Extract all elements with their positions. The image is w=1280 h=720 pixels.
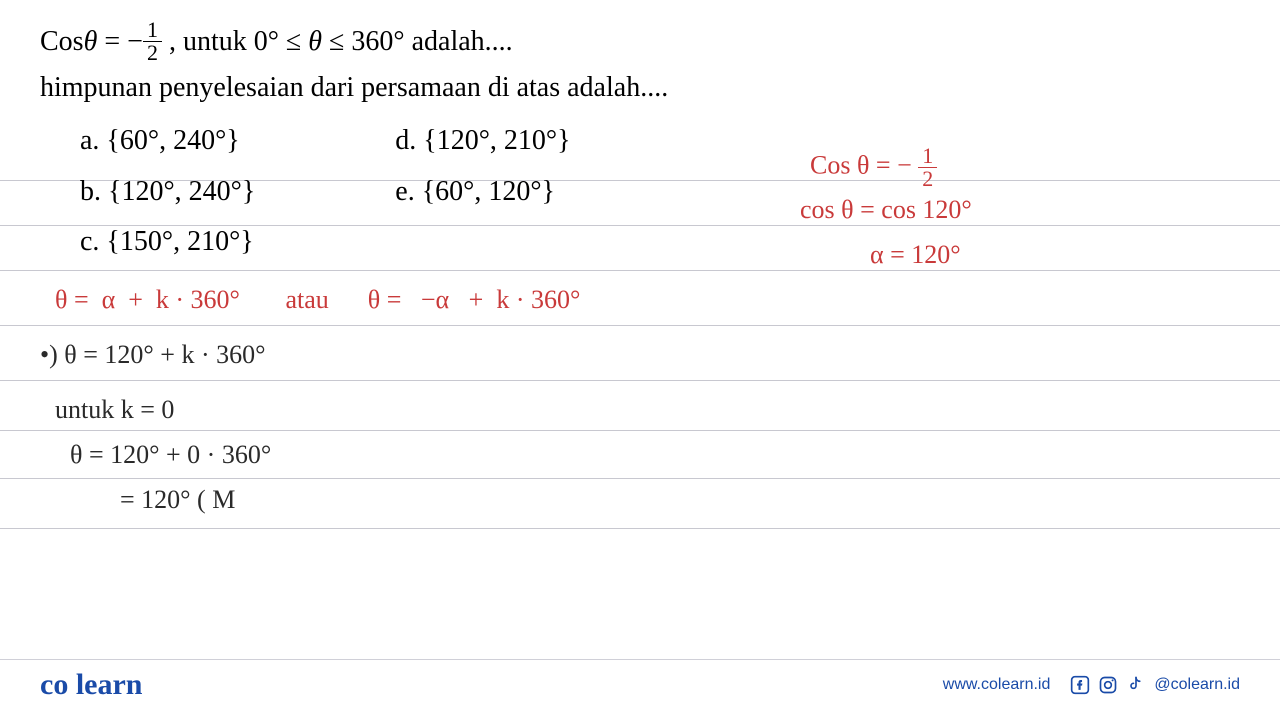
red-formula: θ = α + k · 360° atau θ = −α + k · 360° <box>55 285 580 315</box>
options-col1: a. {60°, 240°} b. {120°, 240°} c. {150°,… <box>80 119 255 265</box>
problem-content: Cosθ = −12 , untuk 0° ≤ θ ≤ 360° adalah.… <box>0 0 1280 285</box>
option-e: e. {60°, 120°} <box>395 170 570 215</box>
instagram-icon <box>1098 675 1118 695</box>
red-work-eq3: α = 120° <box>870 240 961 270</box>
black-work-l4: = 120° ( M <box>120 485 235 515</box>
numerator: 1 <box>143 19 162 42</box>
problem-line1: Cosθ = −12 , untuk 0° ≤ θ ≤ 360° adalah.… <box>40 20 1240 66</box>
text: = − <box>97 26 143 57</box>
fraction: 12 <box>143 19 162 64</box>
logo-dot <box>68 668 76 701</box>
logo-co: co <box>40 668 68 701</box>
black-work-l3: θ = 120° + 0 · 360° <box>70 440 271 470</box>
options-col2: d. {120°, 210°} e. {60°, 120°} <box>395 119 570 265</box>
black-work-l2: untuk k = 0 <box>55 395 174 425</box>
theta: θ <box>84 26 98 57</box>
problem-line2: himpunan penyelesaian dari persamaan di … <box>40 66 1240 111</box>
theta: θ <box>308 26 322 57</box>
footer-handle: @colearn.id <box>1154 676 1240 694</box>
tiktok-icon <box>1126 675 1146 695</box>
logo-learn: learn <box>76 668 143 701</box>
red-work-eq1: Cos θ = − 12 <box>810 145 937 190</box>
social-icons: @colearn.id <box>1070 675 1240 695</box>
option-a: a. {60°, 240°} <box>80 119 255 164</box>
problem-statement: Cosθ = −12 , untuk 0° ≤ θ ≤ 360° adalah.… <box>40 20 1240 265</box>
text: Cos θ = − <box>810 150 918 179</box>
option-d: d. {120°, 210°} <box>395 119 570 164</box>
facebook-icon <box>1070 675 1090 695</box>
black-work-l1: •) θ = 120° + k · 360° <box>40 340 266 370</box>
footer-url: www.colearn.id <box>943 676 1051 694</box>
text: Cos <box>40 26 84 57</box>
answer-options: a. {60°, 240°} b. {120°, 240°} c. {150°,… <box>80 119 1240 265</box>
red-work-eq2: cos θ = cos 120° <box>800 195 972 225</box>
option-b: b. {120°, 240°} <box>80 170 255 215</box>
numerator: 1 <box>918 145 937 168</box>
denominator: 2 <box>143 42 162 64</box>
text: ≤ 360° adalah.... <box>322 26 513 57</box>
text: , untuk 0° ≤ <box>162 26 308 57</box>
fraction: 12 <box>918 145 937 190</box>
footer: co learn www.colearn.id @colearn.id <box>0 668 1280 702</box>
option-c: c. {150°, 210°} <box>80 220 255 265</box>
footer-right: www.colearn.id @colearn.id <box>943 675 1240 695</box>
denominator: 2 <box>918 168 937 190</box>
colearn-logo: co learn <box>40 668 142 702</box>
footer-divider <box>0 659 1280 660</box>
